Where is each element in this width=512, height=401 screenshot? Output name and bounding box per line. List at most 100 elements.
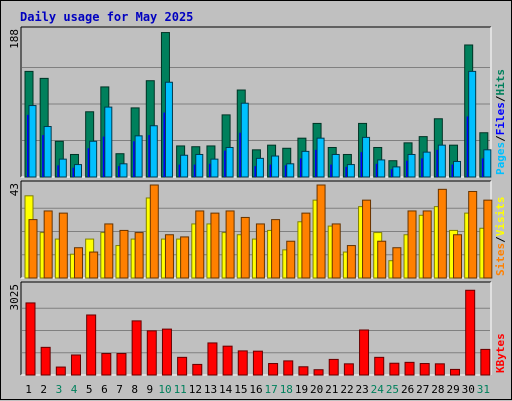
x-day-label: 10 — [158, 383, 171, 396]
kbytes-bar — [222, 345, 233, 376]
sites-bar — [316, 184, 326, 279]
kbytes-bar — [70, 354, 81, 376]
x-day-label: 5 — [86, 383, 93, 396]
pages-bar — [58, 158, 67, 178]
kbytes-bar — [25, 302, 36, 376]
kbytes-bar — [55, 366, 66, 376]
pages-bar — [255, 157, 264, 178]
sites-bar — [377, 240, 387, 279]
sites-bar — [346, 245, 356, 279]
x-day-label: 20 — [310, 383, 323, 396]
pages-bar — [240, 102, 249, 178]
hits-legend-item: / — [494, 135, 507, 142]
pages-bar — [43, 126, 52, 178]
visits-legend-item: / — [494, 236, 507, 243]
visits-legend-item: Visits — [494, 197, 507, 237]
x-day-label: 15 — [234, 383, 247, 396]
pages-bar — [225, 146, 234, 178]
kbytes-bar — [268, 363, 279, 376]
sites-bar — [468, 190, 478, 279]
pages-bar — [422, 151, 431, 178]
sites-bar — [331, 223, 341, 279]
kbytes-bar — [343, 363, 354, 376]
kbytes-bar — [207, 342, 218, 376]
pages-bar — [437, 144, 446, 178]
x-day-label: 29 — [446, 383, 459, 396]
chart-title: Daily usage for May 2025 — [20, 10, 193, 24]
sites-bar — [271, 219, 281, 279]
sites-bar — [392, 247, 402, 279]
x-day-label: 12 — [189, 383, 202, 396]
sites-bar — [73, 247, 83, 279]
sites-bar — [164, 234, 174, 279]
pages-bar — [331, 153, 340, 178]
sites-bar — [43, 210, 53, 279]
visits-y-max-label: 43 — [8, 183, 21, 196]
sites-bar — [104, 223, 114, 279]
sites-bar — [180, 236, 190, 279]
kbytes-bar — [374, 356, 385, 376]
x-day-label: 17 — [265, 383, 278, 396]
x-day-label: 6 — [101, 383, 108, 396]
hits-legend-item: Files — [494, 102, 507, 135]
sites-bar — [453, 234, 463, 279]
sites-bar — [89, 251, 99, 279]
x-day-label: 16 — [249, 383, 262, 396]
kbytes-bar — [480, 348, 491, 376]
kbytes-y-max-label: 3025 — [8, 284, 21, 311]
sites-bar — [483, 199, 493, 279]
x-day-label: 11 — [174, 383, 187, 396]
kbytes-bar — [252, 350, 263, 376]
pages-bar — [119, 163, 128, 178]
pages-bar — [392, 166, 401, 178]
pages-bar — [362, 136, 371, 178]
pages-bar — [195, 153, 204, 178]
x-day-label: 30 — [462, 383, 475, 396]
sites-bar — [422, 210, 432, 279]
kbytes-bar — [434, 363, 445, 376]
x-day-label: 26 — [401, 383, 414, 396]
sites-bar — [28, 219, 38, 279]
x-day-label: 23 — [356, 383, 369, 396]
kbytes-bar — [283, 360, 294, 376]
sites-bar — [437, 188, 447, 279]
x-day-label: 24 — [371, 383, 385, 396]
pages-bar — [210, 158, 219, 178]
pages-bar — [149, 125, 158, 178]
pages-bar — [301, 150, 310, 178]
kbytes-bar — [116, 353, 127, 376]
visits-legend: Sites/Visits — [494, 197, 507, 277]
kbytes-bar — [177, 356, 188, 376]
kbytes-legend-item: KBytes — [494, 333, 507, 373]
kbytes-bar — [313, 369, 324, 376]
kbytes-bar — [389, 362, 400, 376]
x-day-label: 19 — [295, 383, 308, 396]
kbytes-bar — [86, 314, 97, 376]
sites-bar — [225, 210, 235, 279]
kbytes-bar — [161, 328, 172, 376]
pages-bar — [483, 149, 492, 178]
sites-bar — [286, 240, 296, 279]
x-day-label: 7 — [116, 383, 123, 396]
x-day-label: 22 — [340, 383, 353, 396]
pages-bar — [316, 137, 325, 178]
sites-bar — [301, 212, 311, 279]
sites-bar — [255, 223, 265, 279]
pages-bar — [346, 164, 355, 178]
pages-bar — [73, 164, 82, 178]
x-day-label: 1 — [25, 383, 32, 396]
x-day-label: 31 — [477, 383, 490, 396]
pages-bar — [180, 154, 189, 178]
x-day-label: 4 — [71, 383, 78, 396]
x-day-label: 2 — [40, 383, 47, 396]
pages-bar — [134, 135, 143, 178]
sites-bar — [407, 210, 417, 279]
x-day-label: 28 — [431, 383, 444, 396]
kbytes-bar — [192, 363, 203, 376]
x-day-label: 3 — [56, 383, 63, 396]
kbytes-bar — [450, 368, 461, 376]
kbytes-bar — [404, 361, 415, 376]
x-day-label: 14 — [219, 383, 233, 396]
hits-y-max-label: 188 — [8, 29, 21, 49]
